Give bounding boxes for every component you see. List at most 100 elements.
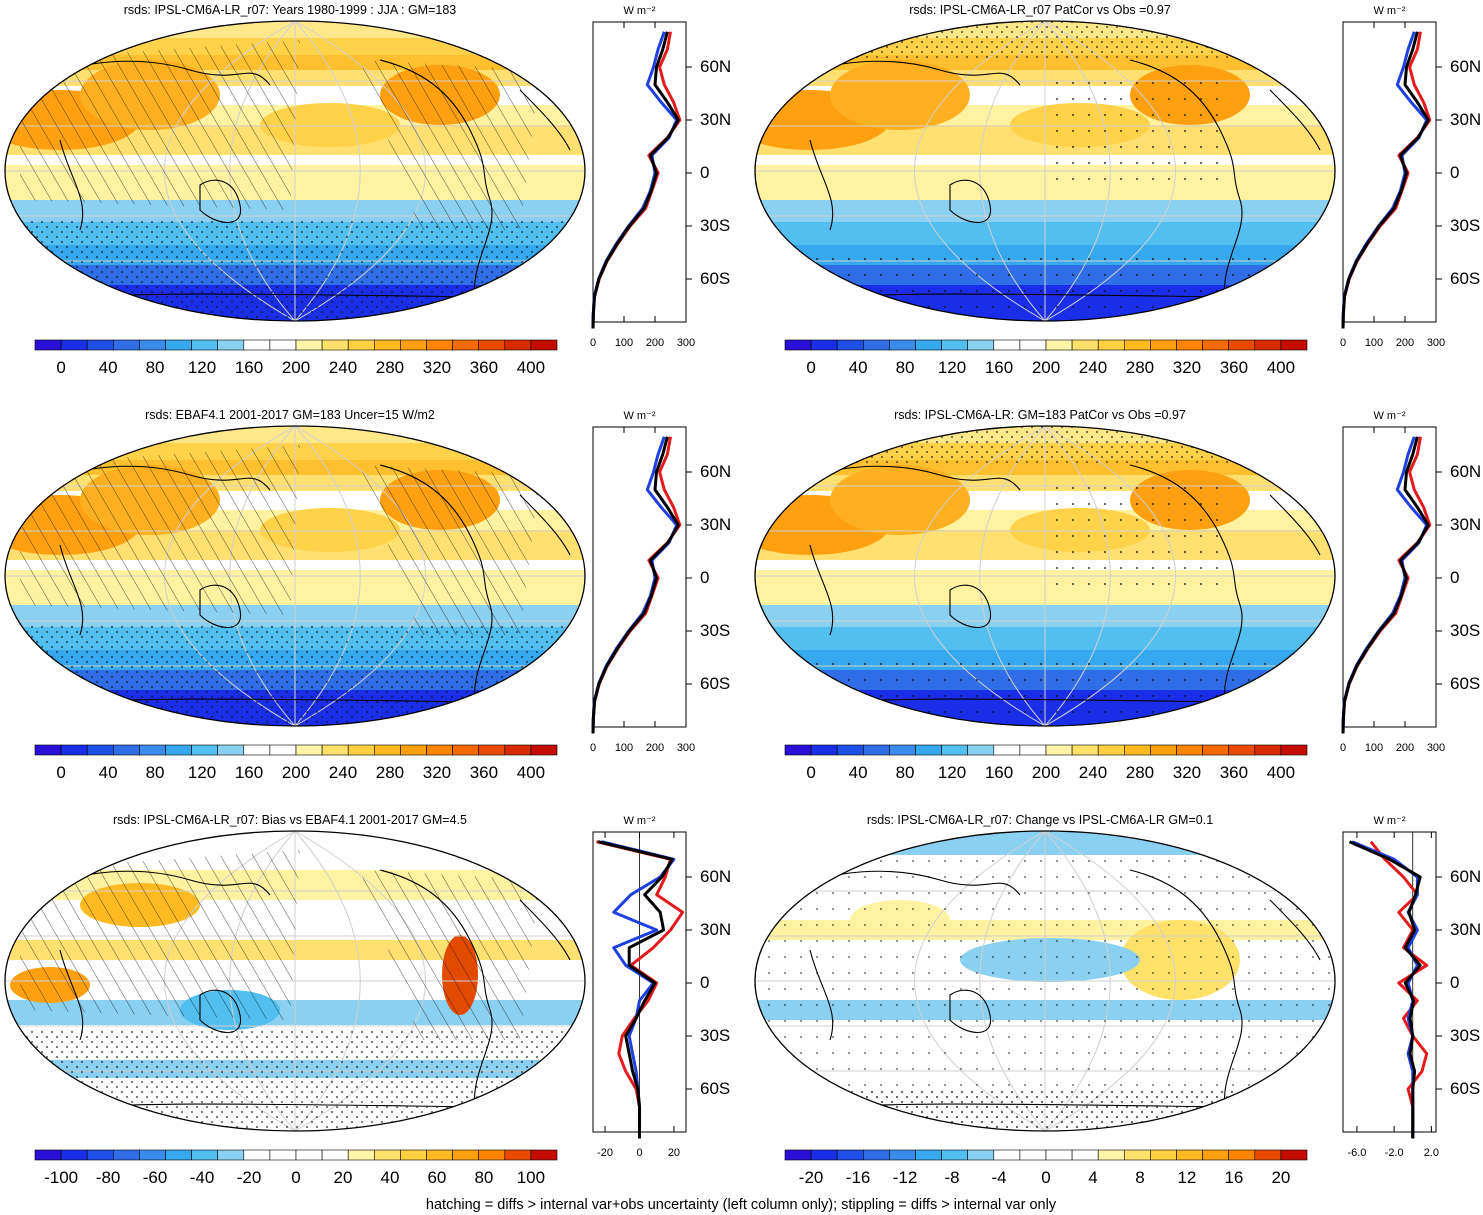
colorbar-swatch bbox=[863, 339, 890, 351]
colorbar-tick-label: 60 bbox=[427, 1168, 446, 1187]
colorbar-swatch bbox=[1228, 339, 1256, 351]
x-tick-label: 100 bbox=[615, 742, 633, 754]
panel-bias: rsds: IPSL-CM6A-LR_r07: Bias vs EBAF4.1 … bbox=[4, 813, 731, 1187]
colorbar-swatch bbox=[1150, 744, 1177, 756]
colorbar-tick-label: 360 bbox=[1220, 763, 1248, 782]
colorbar-swatch bbox=[1280, 339, 1308, 351]
colorbar-swatch bbox=[139, 339, 166, 351]
units-label: W m⁻² bbox=[1373, 815, 1405, 827]
colorbar-tick-label: 20 bbox=[334, 1168, 353, 1187]
profile-line-ensemble bbox=[597, 840, 674, 1139]
colorbar-swatch bbox=[347, 339, 375, 351]
stippling bbox=[5, 220, 585, 321]
colorbar-swatch bbox=[1176, 1149, 1203, 1161]
colorbar-tick-label: 280 bbox=[376, 358, 404, 377]
colorbar-tick-label: 0 bbox=[56, 763, 65, 782]
colorbar-tick-label: 280 bbox=[1126, 358, 1154, 377]
colorbar-swatch bbox=[373, 339, 401, 351]
profile-line-ensemble bbox=[1341, 436, 1430, 734]
colorbar-swatch bbox=[967, 744, 995, 756]
colorbar-swatch bbox=[915, 1149, 942, 1161]
stippling bbox=[755, 655, 1335, 726]
colorbar-swatch bbox=[1019, 1149, 1047, 1161]
lat-tick-label: 30S bbox=[700, 1026, 730, 1045]
colorbar-tick-label: 40 bbox=[849, 358, 868, 377]
colorbar-tick-label: 0 bbox=[56, 358, 65, 377]
colorbar-swatch bbox=[295, 744, 323, 756]
colorbar-swatch bbox=[530, 339, 558, 351]
colorbar-swatch bbox=[191, 744, 219, 756]
colorbar-swatch bbox=[139, 744, 166, 756]
x-tick-label: 100 bbox=[615, 337, 633, 349]
map bbox=[5, 426, 585, 726]
colorbar-swatch bbox=[504, 1149, 532, 1161]
map-field-region bbox=[830, 60, 970, 130]
panel-title: rsds: IPSL-CM6A-LR_r07 PatCor vs Obs =0.… bbox=[909, 3, 1171, 17]
colorbar-swatch bbox=[1123, 744, 1151, 756]
colorbar-tick-label: 240 bbox=[1079, 358, 1107, 377]
panel-title: rsds: IPSL-CM6A-LR_r07: Change vs IPSL-C… bbox=[867, 813, 1213, 827]
map-field-band bbox=[755, 200, 1335, 222]
colorbar-swatch bbox=[478, 1149, 506, 1161]
panel-title: rsds: IPSL-CM6A-LR: GM=183 PatCor vs Obs… bbox=[894, 408, 1186, 422]
colorbar-tick-label: -16 bbox=[846, 1168, 871, 1187]
colorbar-swatch bbox=[1202, 339, 1230, 351]
hatching bbox=[20, 445, 300, 615]
lat-tick-label: 30N bbox=[700, 515, 731, 534]
colorbar-tick-label: 0 bbox=[806, 358, 815, 377]
colorbar-tick-label: -12 bbox=[893, 1168, 918, 1187]
zonal-profile: W m⁻² 60N 30N 0 30S 60S -6.0 -2.0 2.0 bbox=[1342, 815, 1481, 1159]
zonal-profile: W m⁻² 60N 30N 0 30S 60S -20 0 20 bbox=[592, 815, 731, 1159]
colorbar-swatch bbox=[113, 339, 140, 351]
panel-ensemble-pattern: rsds: IPSL-CM6A-LR: GM=183 PatCor vs Obs… bbox=[754, 408, 1481, 782]
colorbar-swatch bbox=[269, 339, 297, 351]
units-label: W m⁻² bbox=[1373, 410, 1405, 422]
colorbar-swatch bbox=[1254, 744, 1282, 756]
colorbar-tick-label: 200 bbox=[282, 358, 310, 377]
lat-tick-label: 30S bbox=[1450, 216, 1480, 235]
units-label: W m⁻² bbox=[623, 815, 655, 827]
map-field-band bbox=[5, 38, 585, 55]
colorbar-swatch bbox=[810, 339, 838, 351]
stippling bbox=[5, 1030, 585, 1131]
colorbar-swatch bbox=[504, 339, 532, 351]
panel-change: rsds: IPSL-CM6A-LR_r07: Change vs IPSL-C… bbox=[754, 813, 1481, 1187]
colorbar-tick-label: 200 bbox=[1032, 763, 1060, 782]
colorbar-swatch bbox=[191, 339, 219, 351]
colorbar-tick-label: 80 bbox=[474, 1168, 493, 1187]
lat-tick-label: 60N bbox=[700, 867, 731, 886]
map-border bbox=[4, 20, 586, 322]
x-tick-label: 0 bbox=[1340, 337, 1346, 349]
colorbar-swatch bbox=[34, 1149, 62, 1161]
colorbar-swatch bbox=[347, 1149, 375, 1161]
colorbar-swatch bbox=[34, 744, 62, 756]
map-border bbox=[4, 830, 586, 1132]
colorbar-tick-label: 400 bbox=[1267, 358, 1295, 377]
colorbar-swatch bbox=[941, 744, 969, 756]
lat-tick-label: 60N bbox=[700, 462, 731, 481]
coastline bbox=[779, 464, 1321, 706]
colorbar-swatch bbox=[1176, 744, 1203, 756]
colorbar-tick-label: 400 bbox=[1267, 763, 1295, 782]
lat-tick-label: 30N bbox=[1450, 920, 1481, 939]
profile-line-ensemble bbox=[1341, 31, 1430, 329]
x-tick-label: 300 bbox=[1427, 742, 1445, 754]
profile-frame bbox=[1342, 426, 1437, 728]
hatching bbox=[360, 870, 540, 1040]
panel-title: rsds: IPSL-CM6A-LR_r07: Years 1980-1999 … bbox=[124, 3, 457, 17]
units-label: W m⁻² bbox=[623, 410, 655, 422]
zonal-profile: W m⁻² 60N 30N 0 30S 60S 0 100 200 300 bbox=[590, 5, 731, 349]
profile-line-ensemble bbox=[1348, 840, 1422, 1139]
colorbar-swatch bbox=[889, 339, 916, 351]
profile-frame bbox=[592, 21, 687, 323]
colorbar-swatch bbox=[1150, 339, 1177, 351]
x-tick-label: 200 bbox=[646, 742, 664, 754]
lat-tick-label: 30S bbox=[700, 216, 730, 235]
colorbar-swatch bbox=[426, 744, 453, 756]
colorbar-swatch bbox=[165, 1149, 192, 1161]
colorbar-tick-label: 320 bbox=[1173, 358, 1201, 377]
stippling bbox=[1050, 80, 1230, 190]
map-field-band bbox=[755, 222, 1335, 245]
colorbar-tick-label: 360 bbox=[470, 763, 498, 782]
